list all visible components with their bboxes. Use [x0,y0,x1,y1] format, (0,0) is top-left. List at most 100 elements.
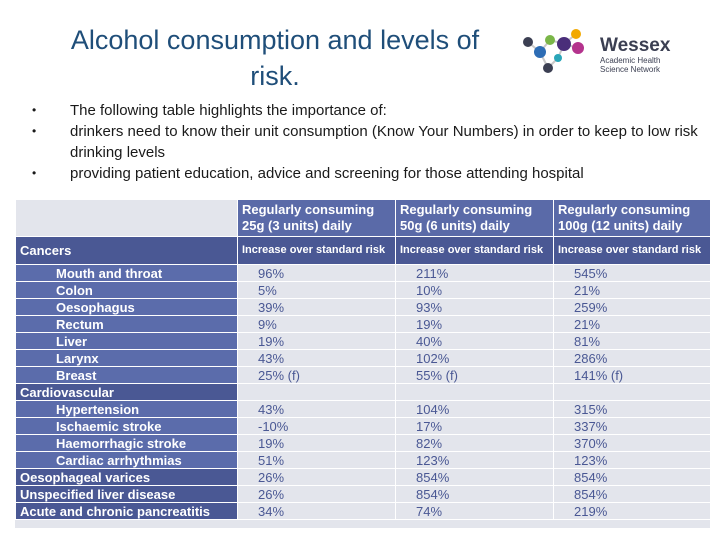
value-cell: 26% [237,485,396,503]
row-label: Oesophageal varices [15,468,238,486]
value-cell: 19% [395,315,554,333]
subheader-cell: Increase over standard risk [553,236,710,265]
value-cell: 104% [395,400,554,418]
column-header-50g: Regularly consuming 50g (6 units) daily [395,199,554,237]
column-header-row: Regularly consuming 25g (3 units) daily … [15,199,710,237]
row-label: Larynx [15,349,238,367]
bullet-item: • providing patient education, advice an… [18,163,698,184]
subheader-cell: Increase over standard risk [395,236,554,265]
slide-title: Alcohol consumption and levels of risk. [40,22,510,94]
value-cell: 141% (f) [553,366,710,384]
value-cell: 43% [237,400,396,418]
bullet-text: The following table highlights the impor… [70,102,387,119]
table-row: Haemorrhagic stroke 19% 82% 370% [15,434,710,452]
value-cell: 93% [395,298,554,316]
row-label: Hypertension [15,400,238,418]
value-cell: 545% [553,264,710,282]
subheader-cell: Increase over standard risk [237,236,396,265]
value-cell: 25% (f) [237,366,396,384]
table-row: Cardiac arrhythmias 51% 123% 123% [15,451,710,469]
table-row: Breast 25% (f) 55% (f) 141% (f) [15,366,710,384]
table-row: Colon 5% 10% 21% [15,281,710,299]
title-line-1: Alcohol consumption and levels of [70,25,480,55]
bullet-item: • The following table highlights the imp… [18,100,698,121]
value-cell: 854% [395,468,554,486]
value-cell: 10% [395,281,554,299]
value-cell: 17% [395,417,554,435]
value-cell: 81% [553,332,710,350]
value-cell: 21% [553,281,710,299]
row-label: Breast [15,366,238,384]
bullet-icon: • [32,124,37,138]
row-label: Cardiac arrhythmias [15,451,238,469]
value-cell: 102% [395,349,554,367]
value-cell: 21% [553,315,710,333]
value-cell: 854% [553,485,710,503]
bullet-icon: • [32,103,37,117]
value-cell: 854% [395,485,554,503]
value-cell: 55% (f) [395,366,554,384]
value-cell: 370% [553,434,710,452]
value-cell: 40% [395,332,554,350]
value-cell [237,383,396,401]
row-label: Oesophagus [15,298,238,316]
row-label: Rectum [15,315,238,333]
table-row: Rectum 9% 19% 21% [15,315,710,333]
value-cell: 123% [553,451,710,469]
risk-table-container: Regularly consuming 25g (3 units) daily … [15,199,710,528]
value-cell: 39% [237,298,396,316]
bullet-list: • The following table highlights the imp… [18,100,698,184]
row-label: Colon [15,281,238,299]
row-label: Unspecified liver disease [15,485,238,503]
row-label: Ischaemic stroke [15,417,238,435]
value-cell: 74% [395,502,554,520]
logo-line-3: Science Network [600,65,661,74]
value-cell: -10% [237,417,396,435]
value-cell: 82% [395,434,554,452]
value-cell: 854% [553,468,710,486]
table-row: Acute and chronic pancreatitis 34% 74% 219% [15,502,710,520]
value-cell: 123% [395,451,554,469]
row-label: Liver [15,332,238,350]
logo-name: Wessex [600,35,671,56]
value-cell: 286% [553,349,710,367]
value-cell [395,383,554,401]
value-cell: 337% [553,417,710,435]
value-cell: 34% [237,502,396,520]
row-label: Acute and chronic pancreatitis [15,502,238,520]
table-row: Unspecified liver disease 26% 854% 854% [15,485,710,503]
network-dots-icon [523,29,584,73]
title-line-2: risk. [250,61,300,91]
table-row: Mouth and throat 96% 211% 545% [15,264,710,282]
value-cell: 211% [395,264,554,282]
logo-text: Wessex Academic Health Science Network [600,35,671,75]
bullet-text: drinkers need to know their unit consump… [70,123,698,161]
wessex-logo: Wessex Academic Health Science Network [520,24,710,84]
table-row: Larynx 43% 102% 286% [15,349,710,367]
value-cell: 219% [553,502,710,520]
table-row: Oesophageal varices 26% 854% 854% [15,468,710,486]
value-cell: 19% [237,332,396,350]
value-cell: 9% [237,315,396,333]
bullet-item: • drinkers need to know their unit consu… [18,121,698,163]
value-cell: 43% [237,349,396,367]
table-row: Hypertension 43% 104% 315% [15,400,710,418]
subheader-row: Cancers Increase over standard risk Incr… [15,236,710,265]
table-row: Cardiovascular [15,383,710,401]
row-label: Mouth and throat [15,264,238,282]
header-blank-cell [15,199,238,237]
table-row: Ischaemic stroke -10% 17% 337% [15,417,710,435]
column-header-100g: Regularly consuming 100g (12 units) dail… [553,199,710,237]
table-row: Oesophagus 39% 93% 259% [15,298,710,316]
value-cell: 19% [237,434,396,452]
table-row: Liver 19% 40% 81% [15,332,710,350]
logo-line-2: Academic Health [600,56,661,65]
value-cell [553,383,710,401]
value-cell: 259% [553,298,710,316]
row-label: Cardiovascular [15,383,238,401]
column-header-25g: Regularly consuming 25g (3 units) daily [237,199,396,237]
risk-table: Regularly consuming 25g (3 units) daily … [15,199,710,520]
value-cell: 51% [237,451,396,469]
value-cell: 5% [237,281,396,299]
cancers-section-label: Cancers [15,236,238,265]
